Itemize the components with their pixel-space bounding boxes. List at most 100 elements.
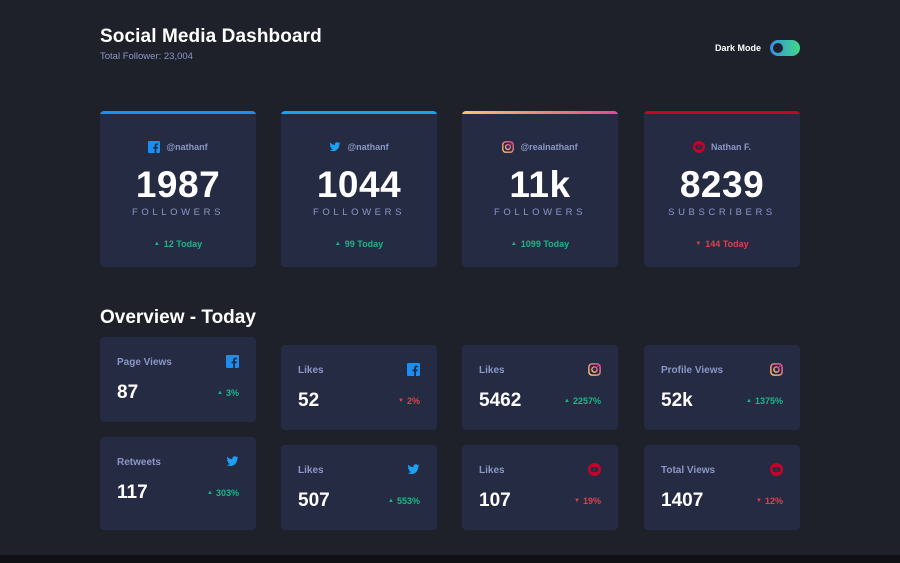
overview-card-page-views[interactable]: Page Views 87 ▲ 3% [100, 337, 256, 422]
arrow-down-icon: ▼ [398, 398, 404, 404]
overview-change: ▲ 3% [217, 388, 239, 398]
overview-change: ▲ 303% [207, 488, 239, 498]
card-handle: Nathan F. [710, 142, 751, 152]
arrow-up-icon: ▲ [510, 241, 517, 247]
card-stripe [644, 111, 800, 114]
twitter-icon [407, 463, 420, 476]
overview-change-text: 1375% [754, 396, 783, 406]
arrow-up-icon: ▲ [217, 390, 223, 396]
overview-change-text: 3% [225, 388, 239, 398]
total-followers: Total Follower: 23,004 [100, 51, 193, 62]
twitter-icon [329, 141, 341, 153]
instagram-icon [770, 363, 783, 376]
overview-label: Retweets [117, 457, 161, 468]
youtube-icon [588, 463, 601, 476]
overview-value: 52 [298, 390, 320, 411]
page-title: Social Media Dashboard [100, 26, 322, 47]
card-instagram[interactable]: @realnathanf 11k FOLLOWERS ▲ 1099 Today [462, 111, 618, 267]
card-change: ▲ 12 Today [100, 239, 256, 249]
overview-change-text: 12% [764, 496, 783, 506]
card-twitter[interactable]: @nathanf 1044 FOLLOWERS ▲ 99 Today [281, 111, 437, 267]
overview-card-profile-views[interactable]: Profile Views 52k ▲ 1375% [644, 345, 800, 430]
header: Social Media Dashboard Total Follower: 2… [100, 26, 800, 66]
overview-label: Likes [298, 365, 324, 376]
overview-card-youtube-likes[interactable]: Likes 107 ▼ 19% [462, 445, 618, 530]
card-value: 1987 [135, 164, 221, 205]
overview-card-facebook-likes[interactable]: Likes 52 ▼ 2% [281, 345, 437, 430]
arrow-up-icon: ▲ [334, 241, 341, 247]
overview-card-twitter-likes[interactable]: Likes 507 ▲ 553% [281, 445, 437, 530]
overview-label: Page Views [117, 357, 172, 368]
overview-change-text: 303% [215, 488, 239, 498]
card-handle: @realnathanf [520, 142, 578, 152]
card-change: ▼ 144 Today [644, 239, 800, 249]
overview-label: Total Views [661, 465, 716, 476]
overview-change: ▼ 19% [574, 496, 601, 506]
arrow-down-icon: ▼ [695, 241, 702, 247]
card-handle-row: Nathan F. [644, 141, 800, 153]
overview-change: ▲ 2257% [564, 396, 601, 406]
bottom-bar [0, 555, 900, 563]
arrow-down-icon: ▼ [756, 498, 762, 504]
card-change: ▲ 99 Today [281, 239, 437, 249]
toggle-knob [773, 43, 783, 53]
card-change-text: 144 Today [705, 239, 749, 249]
overview-label: Likes [479, 465, 505, 476]
card-unit: FOLLOWERS [312, 207, 406, 218]
arrow-up-icon: ▲ [564, 398, 570, 404]
overview-change: ▼ 12% [756, 496, 783, 506]
card-change: ▲ 1099 Today [462, 239, 618, 249]
arrow-up-icon: ▲ [153, 241, 160, 247]
facebook-icon [226, 355, 239, 368]
overview-value: 107 [479, 490, 511, 511]
facebook-icon [148, 141, 161, 153]
card-value: 1044 [316, 164, 402, 205]
card-value: 8239 [679, 164, 765, 205]
youtube-icon [692, 141, 705, 153]
card-handle: @nathanf [347, 142, 389, 152]
facebook-icon [407, 363, 420, 376]
overview-card-instagram-likes[interactable]: Likes 5462 ▲ 2257% [462, 345, 618, 430]
overview-card-total-views[interactable]: Total Views 1407 ▼ 12% [644, 445, 800, 530]
card-unit: SUBSCRIBERS [668, 207, 776, 218]
arrow-up-icon: ▲ [746, 398, 752, 404]
arrow-up-icon: ▲ [388, 498, 394, 504]
dark-mode-toggle[interactable] [770, 40, 800, 56]
twitter-icon [226, 455, 239, 468]
instagram-icon [502, 141, 515, 153]
overview-change: ▲ 553% [388, 496, 420, 506]
card-change-text: 12 Today [163, 239, 203, 249]
card-handle-row: @nathanf [100, 141, 256, 153]
overview-value: 117 [117, 482, 148, 503]
dark-mode-control: Dark Mode [715, 40, 800, 56]
overview-change-text: 2% [406, 396, 420, 406]
overview-value: 1407 [661, 490, 704, 511]
card-facebook[interactable]: @nathanf 1987 FOLLOWERS ▲ 12 Today [100, 111, 256, 267]
overview-change-text: 19% [582, 496, 601, 506]
card-unit: FOLLOWERS [131, 207, 225, 218]
card-youtube[interactable]: Nathan F. 8239 SUBSCRIBERS ▼ 144 Today [644, 111, 800, 267]
card-handle-row: @realnathanf [462, 141, 618, 153]
card-handle-row: @nathanf [281, 141, 437, 153]
overview-change: ▲ 1375% [746, 396, 783, 406]
overview-change-text: 2257% [572, 396, 601, 406]
card-change-text: 99 Today [344, 239, 384, 249]
overview-value: 507 [298, 490, 330, 511]
card-value: 11k [509, 164, 571, 205]
overview-value: 5462 [479, 390, 522, 411]
card-change-text: 1099 Today [520, 239, 570, 249]
overview-label: Profile Views [661, 365, 724, 376]
card-stripe [462, 111, 618, 114]
overview-value: 87 [117, 382, 139, 403]
card-unit: FOLLOWERS [493, 207, 587, 218]
instagram-icon [588, 363, 601, 376]
overview-change: ▼ 2% [398, 396, 420, 406]
arrow-down-icon: ▼ [574, 498, 580, 504]
youtube-icon [770, 463, 783, 476]
overview-label: Likes [479, 365, 505, 376]
arrow-up-icon: ▲ [207, 490, 213, 496]
overview-change-text: 553% [396, 496, 420, 506]
dark-mode-label: Dark Mode [714, 43, 761, 53]
overview-title: Overview - Today [100, 307, 256, 328]
overview-card-retweets[interactable]: Retweets 117 ▲ 303% [100, 437, 256, 530]
